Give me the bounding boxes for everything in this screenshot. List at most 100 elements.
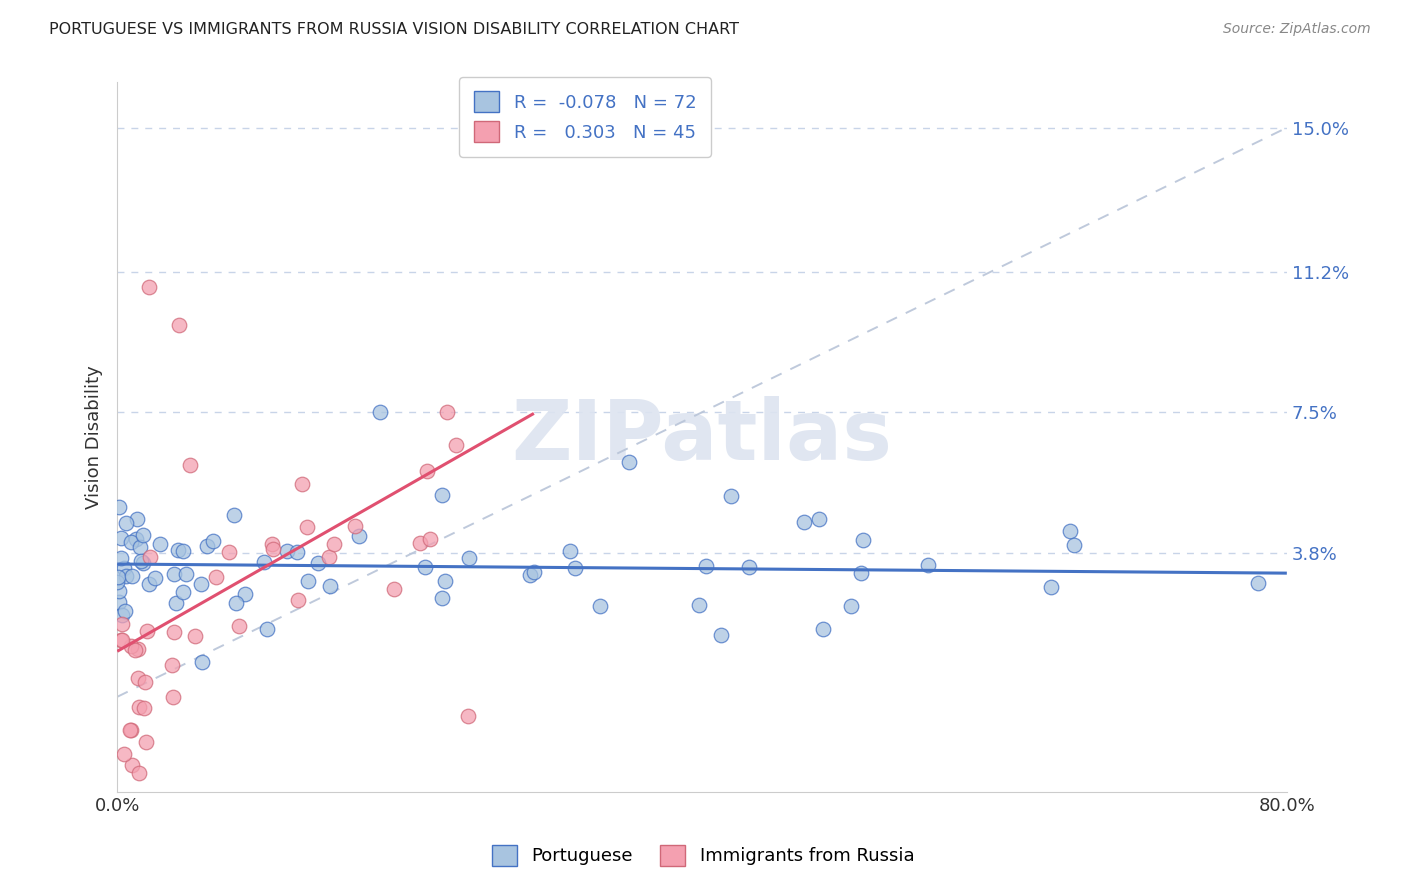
Point [121, 568, 143, 582]
Point [738, 560, 761, 574]
Point [457, 551, 479, 566]
Point [162, 658, 184, 673]
Point [319, 579, 342, 593]
Point [1059, 524, 1081, 538]
Text: PORTUGUESE VS IMMIGRANTS FROM RUSSIA VISION DISABILITY CORRELATION CHART: PORTUGUESE VS IMMIGRANTS FROM RUSSIA VIS… [49, 22, 740, 37]
Point [132, 701, 155, 715]
Point [382, 582, 405, 597]
Point [262, 542, 284, 557]
Point [179, 458, 201, 473]
Point [111, 632, 134, 647]
Point [129, 540, 152, 554]
Point [709, 628, 731, 642]
Point [291, 477, 314, 491]
Point [811, 622, 834, 636]
Point [165, 596, 187, 610]
Point [225, 596, 247, 610]
Point [695, 558, 717, 573]
Point [318, 549, 340, 564]
Point [370, 405, 392, 419]
Point [287, 593, 309, 607]
Point [111, 616, 134, 631]
Point [105, 575, 128, 590]
Point [195, 539, 218, 553]
Point [218, 544, 240, 558]
Point [233, 586, 256, 600]
Point [128, 699, 150, 714]
Point [114, 568, 136, 582]
Point [205, 570, 228, 584]
Point [256, 622, 278, 636]
Point [343, 519, 366, 533]
Point [436, 405, 458, 419]
Point [285, 545, 308, 559]
Point [162, 624, 184, 639]
Y-axis label: Vision Disability: Vision Disability [86, 365, 103, 508]
Point [1040, 580, 1063, 594]
Point [416, 464, 439, 478]
Point [253, 555, 276, 569]
Point [127, 641, 149, 656]
Point [138, 280, 160, 294]
Point [139, 550, 162, 565]
Point [564, 561, 586, 575]
Point [432, 488, 454, 502]
Point [793, 516, 815, 530]
Point [297, 574, 319, 588]
Text: Source: ZipAtlas.com: Source: ZipAtlas.com [1223, 22, 1371, 37]
Point [432, 591, 454, 605]
Point [110, 531, 132, 545]
Point [172, 585, 194, 599]
Point [295, 519, 318, 533]
Point [120, 723, 142, 737]
Point [128, 765, 150, 780]
Legend: Portuguese, Immigrants from Russia: Portuguese, Immigrants from Russia [479, 832, 927, 879]
Point [262, 536, 284, 550]
Point [322, 537, 344, 551]
Point [134, 674, 156, 689]
Point [107, 570, 129, 584]
Point [132, 527, 155, 541]
Point [108, 583, 131, 598]
Point [347, 529, 370, 543]
Point [202, 533, 225, 548]
Point [110, 632, 132, 647]
Point [114, 604, 136, 618]
Point [1063, 538, 1085, 552]
Point [162, 690, 184, 704]
Point [191, 655, 214, 669]
Point [143, 571, 166, 585]
Point [523, 565, 546, 579]
Point [120, 723, 142, 737]
Point [457, 708, 479, 723]
Point [125, 532, 148, 546]
Point [519, 568, 541, 582]
Point [149, 537, 172, 551]
Point [560, 544, 582, 558]
Point [127, 671, 149, 685]
Point [135, 624, 157, 638]
Point [222, 508, 245, 523]
Text: ZIPatlas: ZIPatlas [512, 396, 893, 477]
Point [419, 532, 441, 546]
Point [190, 577, 212, 591]
Point [688, 598, 710, 612]
Point [132, 556, 155, 570]
Point [111, 608, 134, 623]
Point [108, 595, 131, 609]
Point [839, 599, 862, 613]
Point [108, 500, 131, 514]
Point [1246, 576, 1268, 591]
Point [228, 618, 250, 632]
Point [110, 550, 132, 565]
Point [434, 574, 457, 588]
Point [852, 533, 875, 548]
Point [444, 438, 467, 452]
Legend: R =  -0.078   N = 72, R =   0.303   N = 45: R = -0.078 N = 72, R = 0.303 N = 45 [460, 77, 710, 157]
Point [617, 454, 640, 468]
Point [114, 747, 136, 761]
Point [121, 758, 143, 772]
Point [589, 599, 612, 613]
Point [135, 735, 157, 749]
Point [167, 318, 190, 332]
